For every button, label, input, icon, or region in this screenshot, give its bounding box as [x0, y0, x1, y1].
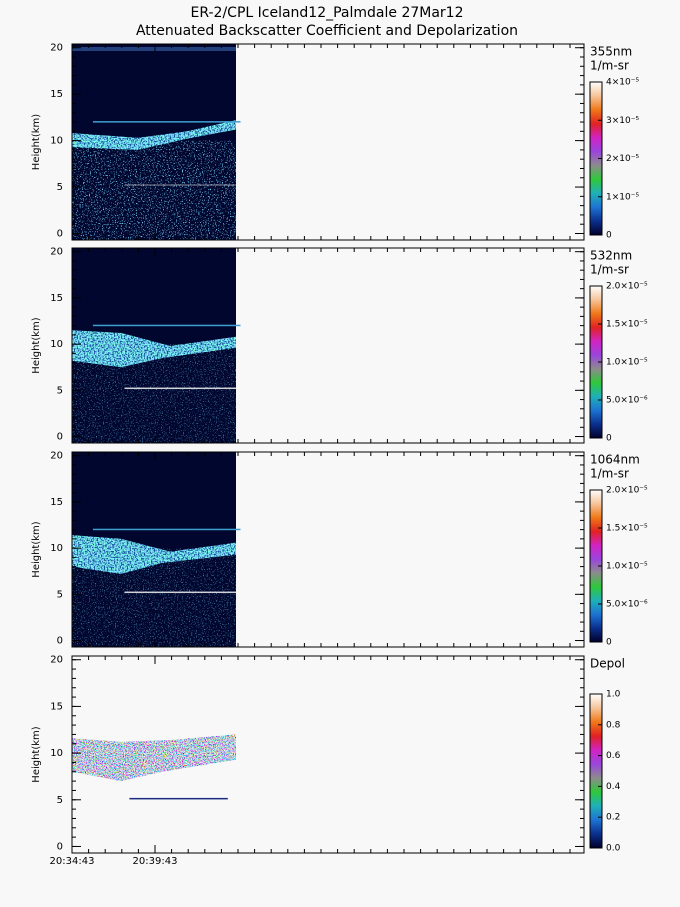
aircraft-band: [72, 47, 236, 51]
colorbar-title: Depol: [590, 657, 625, 671]
y-tick-label: 10: [50, 543, 63, 554]
y-tick-label: 5: [57, 182, 63, 193]
cloud-texture: [72, 535, 236, 574]
y-axis-label: Height(km): [31, 726, 42, 782]
y-tick-label: 15: [50, 497, 63, 508]
x-tick-label: 20:39:43: [133, 856, 178, 867]
colorbar: [589, 693, 603, 849]
title: ER-2/CPL Iceland12_Palmdale 27Mar12: [190, 5, 463, 21]
x-tick-label: 20:34:43: [50, 856, 95, 867]
subtitle: Attenuated Backscatter Coefficient and D…: [136, 23, 518, 39]
y-tick-label: 0: [57, 841, 63, 852]
colorbar-tick-label: 0.0: [606, 844, 621, 854]
colorbar-tick-label: 0.8: [606, 720, 621, 730]
colorbar-tick-label: 0.2: [606, 813, 620, 823]
cloud-texture: [72, 734, 236, 782]
y-tick-label: 0: [57, 228, 63, 239]
low-cloud: [124, 591, 236, 594]
y-tick-label: 10: [50, 748, 63, 759]
colorbar-title: 355nm: [590, 45, 632, 59]
y-axis-label: Height(km): [31, 114, 42, 170]
y-tick-label: 5: [57, 795, 63, 806]
y-tick-label: 15: [50, 293, 63, 304]
low-cloud: [129, 797, 228, 800]
colorbar-title: 1/m-sr: [590, 263, 629, 277]
plot-frame: [71, 655, 585, 854]
y-tick-label: 5: [57, 589, 63, 600]
colorbar-tick-label: 2.0×10⁻⁵: [606, 486, 648, 496]
colorbar-tick-label: 4×10⁻⁵: [606, 78, 639, 88]
y-tick-label: 15: [50, 701, 63, 712]
colorbar-tick-label: 2.0×10⁻⁵: [606, 282, 648, 292]
y-tick-label: 20: [50, 655, 63, 666]
colorbar-title: 532nm: [590, 249, 632, 263]
plot-frame: [71, 451, 585, 648]
colorbar-tick-label: 5.0×10⁻⁶: [606, 600, 648, 610]
colorbar-tick-label: 1.5×10⁻⁵: [606, 320, 648, 330]
colorbar-title: 1/m-sr: [590, 467, 629, 481]
plot-frame: [71, 247, 585, 444]
y-axis-label: Height(km): [31, 521, 42, 577]
y-tick-label: 0: [57, 432, 63, 443]
colorbar-tick-label: 0: [606, 434, 612, 444]
colorbar-title: 1064nm: [590, 453, 640, 467]
curtain-noise: [72, 140, 236, 240]
cirrus-line: [92, 528, 241, 531]
y-tick-label: 10: [50, 136, 63, 147]
plot-frame: [71, 43, 585, 241]
y-tick-label: 20: [50, 451, 63, 462]
colorbar-tick-label: 0: [606, 231, 612, 241]
y-axis-label: Height(km): [31, 317, 42, 373]
colorbar-tick-label: 1.0: [606, 690, 621, 700]
y-tick-label: 20: [50, 247, 63, 258]
y-tick-label: 15: [50, 89, 63, 100]
colorbar-tick-label: 5.0×10⁻⁶: [606, 396, 648, 406]
cirrus-line: [92, 324, 241, 327]
y-tick-label: 20: [50, 43, 63, 54]
cloud-texture: [72, 330, 236, 368]
colorbar-tick-label: 2×10⁻⁵: [606, 154, 639, 164]
low-cloud: [124, 387, 236, 390]
colorbar-title: 1/m-sr: [590, 59, 629, 73]
colorbar-tick-label: 3×10⁻⁵: [606, 116, 639, 126]
colorbar-tick-label: 0.6: [606, 751, 621, 761]
colorbar-tick-label: 0: [606, 638, 612, 648]
cirrus-line: [92, 121, 241, 123]
colorbar-tick-label: 1.0×10⁻⁵: [606, 358, 648, 368]
colorbar-tick-label: 1×10⁻⁵: [606, 192, 639, 202]
y-tick-label: 0: [57, 636, 63, 647]
y-tick-label: 5: [57, 385, 63, 396]
colorbar-tick-label: 1.5×10⁻⁵: [606, 524, 648, 534]
colorbar-tick-label: 1.0×10⁻⁵: [606, 562, 648, 572]
colorbar-tick-label: 0.4: [606, 782, 621, 792]
panel: 20:34:43 20:39:43 0 5 10 15 20 Height(km) Depol 0…: [31, 655, 625, 867]
cloud-texture: [72, 120, 236, 150]
y-tick-label: 10: [50, 339, 63, 350]
low-cloud: [124, 184, 236, 186]
